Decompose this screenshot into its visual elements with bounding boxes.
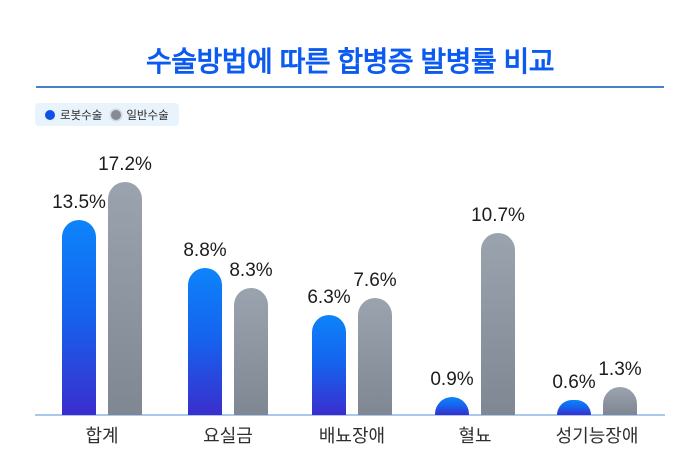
bar-robot-3 (435, 397, 469, 415)
legend-dot-robot-icon (45, 109, 55, 120)
legend-label-robot-surgery: 로봇수술 (60, 109, 103, 122)
chart-title: 수술방법에 따른 합병증 발병률 비교 (145, 46, 555, 77)
title-underline (36, 86, 664, 88)
bar-general-0 (108, 182, 142, 415)
value-label-robot-2: 6.3% (307, 287, 351, 308)
category-label-0: 합계 (85, 426, 119, 446)
legend-item-general-surgery: 일반수술 (111, 107, 169, 123)
value-label-robot-0: 13.5% (52, 192, 106, 213)
value-label-robot-3: 0.9% (430, 369, 474, 390)
bar-general-3 (481, 233, 515, 415)
x-axis-line (35, 414, 665, 416)
category-label-2: 배뇨장애 (318, 426, 386, 446)
value-label-general-4: 1.3% (598, 359, 642, 380)
category-label-1: 요실금 (203, 426, 253, 446)
bar-robot-0 (62, 220, 96, 415)
legend: 로봇수술 일반수술 (35, 103, 179, 126)
legend-label-general-surgery: 일반수술 (126, 109, 169, 122)
bar-robot-2 (312, 315, 346, 415)
legend-dot-general-icon (111, 109, 122, 120)
bar-general-4 (603, 387, 637, 415)
value-label-general-0: 17.2% (98, 154, 152, 175)
bar-robot-1 (188, 268, 222, 415)
bar-general-1 (234, 288, 268, 415)
value-label-general-2: 7.6% (353, 270, 397, 291)
category-label-4: 성기능장애 (555, 426, 639, 446)
value-label-robot-4: 0.6% (552, 372, 596, 393)
bar-general-2 (358, 298, 392, 415)
legend-item-robot-surgery: 로봇수술 (45, 107, 102, 123)
bar-robot-4 (557, 400, 591, 415)
value-label-robot-1: 8.8% (183, 240, 227, 261)
value-label-general-1: 8.3% (229, 260, 273, 281)
value-label-general-3: 10.7% (471, 205, 525, 226)
category-label-3: 혈뇨 (458, 426, 492, 446)
